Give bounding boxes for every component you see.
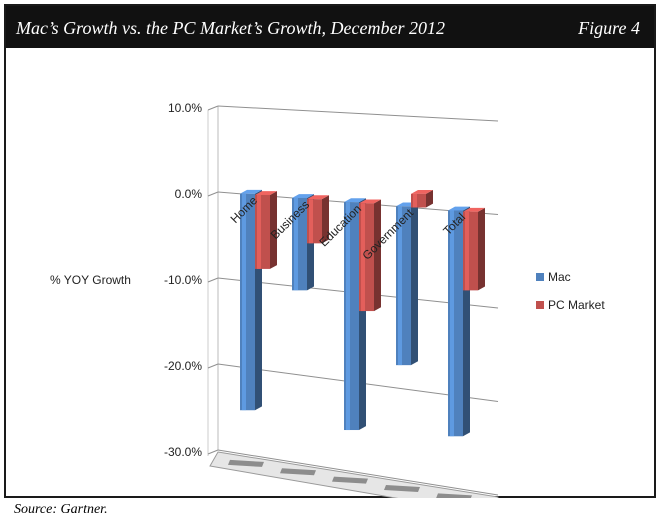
bar-highlight — [465, 211, 469, 291]
floor-pad — [280, 468, 316, 476]
bar-highlight — [361, 203, 365, 312]
figure-header: Mac’s Growth vs. the PC Market’s Growth,… — [6, 6, 654, 48]
bar-highlight — [257, 194, 261, 269]
bar-highlight — [242, 193, 246, 411]
bar-highlight — [294, 197, 298, 291]
y-axis: 10.0% 0.0% -10.0% -20.0% -30.0% — [164, 101, 202, 459]
bar-top — [292, 194, 314, 198]
pc-market-bar — [359, 199, 381, 312]
gridline-side — [207, 191, 219, 197]
y-axis-label: % YOY Growth — [50, 273, 131, 287]
y-tick-label: 0.0% — [175, 187, 203, 201]
bar-top — [255, 191, 277, 195]
chart-bars — [240, 189, 485, 437]
bar-top — [307, 195, 329, 200]
floor-pad — [332, 476, 368, 484]
gridline-side — [207, 449, 219, 455]
pc-market-bar — [411, 189, 433, 208]
pc-market-bar — [463, 207, 485, 291]
legend-swatch — [536, 273, 544, 281]
gridline-side — [207, 105, 219, 111]
pc-market-bar — [255, 191, 277, 269]
bar-side — [411, 202, 418, 366]
bar-side — [322, 195, 329, 244]
bar-side — [426, 189, 433, 208]
bar-top — [359, 199, 381, 204]
bar-top — [240, 189, 262, 194]
gridline-side — [207, 363, 219, 369]
bar-top — [448, 206, 470, 211]
legend-label: PC Market — [548, 298, 605, 312]
bar-side — [478, 207, 485, 291]
y-tick-label: -20.0% — [164, 359, 202, 373]
bar-top — [344, 198, 366, 203]
figure-number: Figure 4 — [578, 18, 640, 38]
figure-frame: Mac’s Growth vs. the PC Market’s Growth,… — [4, 4, 656, 498]
gridline — [217, 449, 499, 496]
bar-top — [411, 189, 433, 194]
bar-highlight — [398, 206, 402, 366]
source-note: Source: Gartner. — [14, 502, 108, 517]
bar-side — [270, 191, 277, 269]
legend-label: Mac — [548, 270, 571, 284]
y-tick-label: -30.0% — [164, 445, 202, 459]
floor-pad — [228, 459, 264, 467]
bar-highlight — [413, 193, 417, 208]
chart-legend: Mac PC Market — [536, 270, 605, 312]
y-tick-label: 10.0% — [168, 101, 202, 115]
figure-title: Mac’s Growth vs. the PC Market’s Growth,… — [16, 18, 445, 38]
floor-pad — [436, 493, 472, 498]
bar-chart: 10.0%0.0%-10.0%-20.0%-30.0% Home Business… — [50, 101, 605, 498]
chart-floor — [209, 451, 499, 498]
gridline — [217, 105, 499, 122]
bar-top — [463, 207, 485, 212]
floor-pad — [384, 485, 420, 492]
bar-highlight — [346, 202, 350, 431]
mac-bar — [396, 202, 418, 366]
bar-side — [374, 199, 381, 312]
y-tick-label: -10.0% — [164, 273, 202, 287]
gridline-side — [207, 277, 219, 283]
pc-market-bar — [307, 195, 329, 244]
bar-highlight — [309, 199, 313, 244]
legend-swatch — [536, 301, 544, 309]
bar-highlight — [450, 210, 454, 437]
